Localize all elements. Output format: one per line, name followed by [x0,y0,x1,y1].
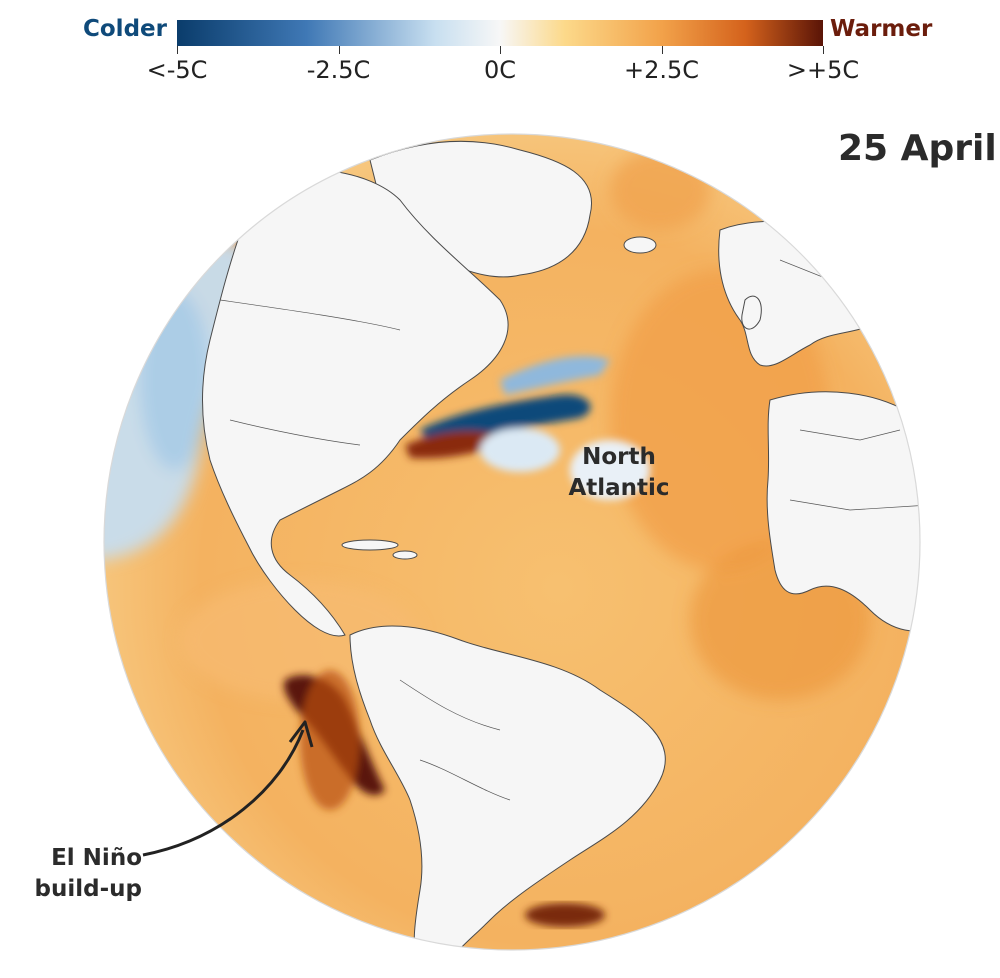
land-north-america [202,169,509,637]
legend-tick-mark [661,46,663,54]
date-label: 25 April [838,128,997,169]
annotation-north-atlantic-line1: North [582,444,656,470]
el-nino-arrowhead [288,720,314,748]
land-hispaniola [392,550,418,560]
annotation-el-nino: El Niño build-up [22,843,142,905]
annotation-el-nino-line1: El Niño [51,845,142,871]
annotation-north-atlantic: North Atlantic [560,442,678,504]
legend-tick-label: >+5C [786,56,860,84]
legend-tick-mark [500,46,501,54]
legend-tick-label: +2.5C [623,56,700,84]
legend-tick-mark [823,46,824,54]
colour-scale-bar [177,20,823,46]
legend-tick-mark [177,46,178,54]
land-cuba [341,539,399,551]
el-nino-arrow [142,729,305,857]
legend-colder-label: Colder [83,16,167,42]
legend-warmer-label: Warmer [830,16,933,42]
annotation-north-atlantic-line2: Atlantic [568,475,670,501]
legend-tick-label: <-5C [146,56,208,84]
legend-tick-label: -2.5C [306,56,371,84]
legend-tick-mark [338,46,340,54]
land-south-america [349,625,666,950]
land-iceland [623,236,657,254]
colour-scale-legend: Colder Warmer <-5C -2.5C 0C +2.5C >+5C [0,0,1000,100]
annotation-el-nino-line2: build-up [34,876,142,902]
land-uk [741,295,762,330]
legend-tick-label: 0C [483,56,517,84]
